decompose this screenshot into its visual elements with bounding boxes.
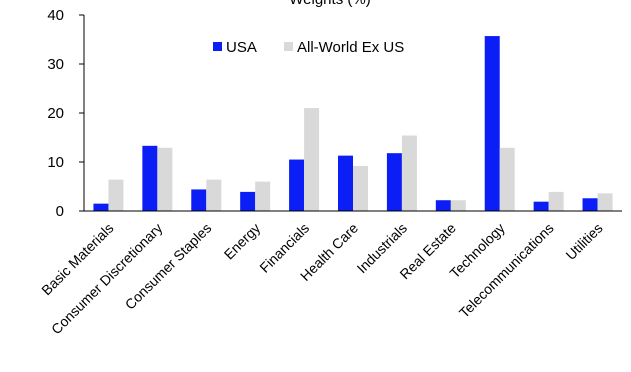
x-category-label: Energy <box>221 220 264 263</box>
legend-label-all-world-ex-us: All-World Ex US <box>297 39 404 56</box>
bar-all-world-ex-us <box>206 179 222 211</box>
legend: USA All-World Ex US <box>213 39 404 56</box>
y-tick-label: 30 <box>47 56 64 73</box>
bar-all-world-ex-us <box>401 135 417 211</box>
bar-all-world-ex-us <box>353 165 368 211</box>
x-category-label: Consumer Staples <box>122 220 215 313</box>
bar-usa <box>533 201 549 211</box>
bar-usa <box>240 191 256 211</box>
bar-all-world-ex-us <box>548 191 564 211</box>
legend-swatch-usa <box>213 42 222 51</box>
bar-usa <box>435 200 451 211</box>
y-tick-label: 40 <box>47 7 64 24</box>
bar-usa <box>93 203 109 211</box>
y-axis: 0 10 20 30 40 <box>47 7 85 220</box>
y-tick-label: 10 <box>47 154 64 171</box>
bar-all-world-ex-us <box>499 147 515 211</box>
bar-usa <box>386 153 402 211</box>
legend-label-usa: USA <box>226 39 257 56</box>
bar-all-world-ex-us <box>450 200 466 211</box>
bar-usa <box>289 159 305 211</box>
bars <box>93 36 613 211</box>
chart-title: Weights (%) <box>289 0 370 8</box>
bar-all-world-ex-us <box>597 193 613 211</box>
bar-usa <box>338 155 353 211</box>
bar-usa <box>191 189 207 211</box>
bar-usa <box>142 145 158 211</box>
bar-all-world-ex-us <box>108 179 124 211</box>
legend-swatch-all-world-ex-us <box>284 42 293 51</box>
bar-all-world-ex-us <box>304 108 320 211</box>
y-tick-label: 0 <box>56 203 64 220</box>
x-category-label: Utilities <box>562 220 605 263</box>
bar-usa <box>484 36 500 211</box>
x-category-label: Telecommunications <box>456 220 557 321</box>
bar-all-world-ex-us <box>157 147 173 211</box>
y-tick-label: 20 <box>47 105 64 122</box>
bar-usa <box>582 198 598 211</box>
bar-all-world-ex-us <box>255 181 271 211</box>
